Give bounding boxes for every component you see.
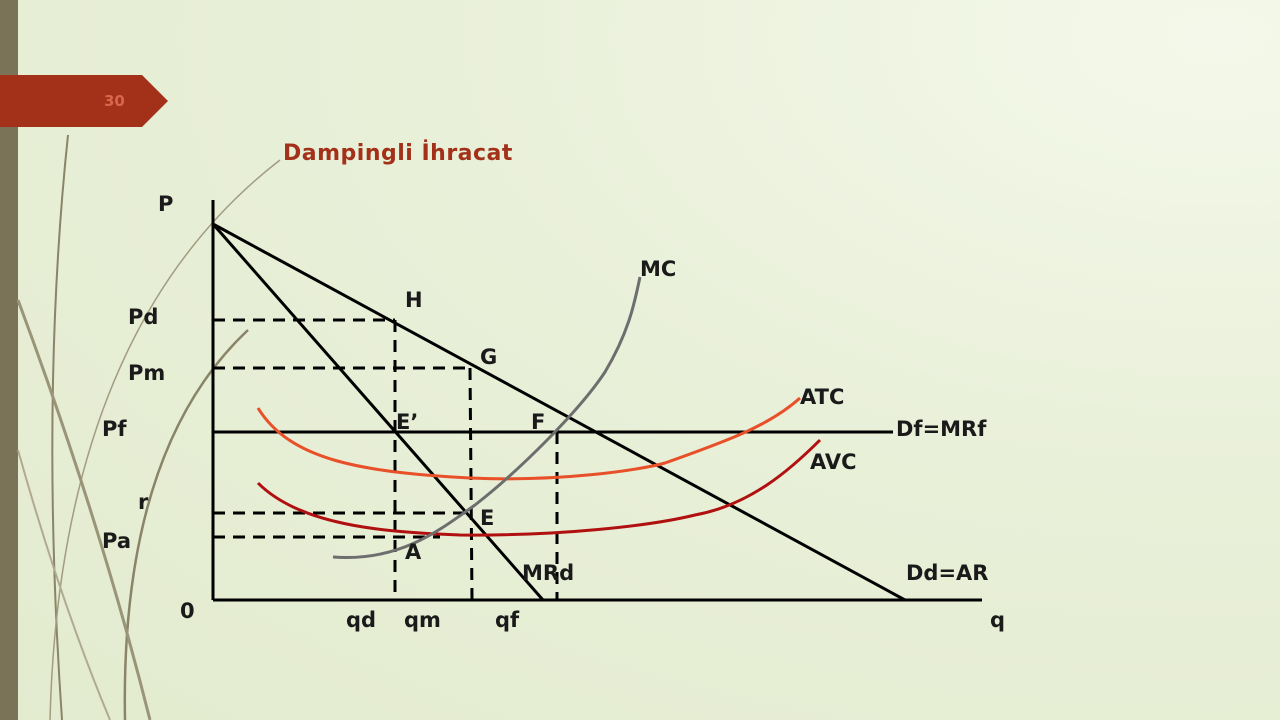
curve-label-mrd: MRd [522,561,575,585]
point-label-f: F [531,410,546,434]
price-label-pm: Pm [128,361,166,385]
curve-label-atc: ATC [800,385,845,409]
point-label-e: E [480,506,495,530]
quantity-label-qm: qm [404,608,441,632]
curve-label-dd: Dd=AR [906,561,989,585]
y-axis-label: P [158,192,174,216]
page-number-tab [0,75,168,127]
avc-curve [256,438,822,537]
x-axis-label: q [990,608,1006,632]
left-accent-bar [0,0,18,720]
point-label-a: A [405,540,422,564]
page-number: 30 [104,92,125,110]
price-label-r: r [138,490,149,514]
qm-guide [468,367,474,601]
dashed-guides [213,318,559,601]
demand-line-dd [212,222,906,602]
price-label-pa: Pa [102,529,131,553]
curve-label-mc: MC [640,257,677,281]
point-label-h: H [405,288,423,312]
marginal-revenue-line-mrd [211,223,545,601]
atc-curve [256,396,802,481]
slide-title: Dampingli İhracat [283,141,513,166]
decorative-curves [16,134,281,720]
price-label-pd: Pd [128,305,159,329]
origin-label: 0 [180,599,195,623]
mc-curve [332,276,642,560]
curve-label-avc: AVC [810,450,857,474]
point-label-e-prime: E’ [396,410,419,434]
price-label-pf: Pf [102,417,127,441]
point-label-g: G [480,345,498,369]
quantity-label-qd: qd [346,608,377,632]
curve-label-df: Df=MRf [896,417,987,441]
quantity-label-qf: qf [495,608,520,632]
